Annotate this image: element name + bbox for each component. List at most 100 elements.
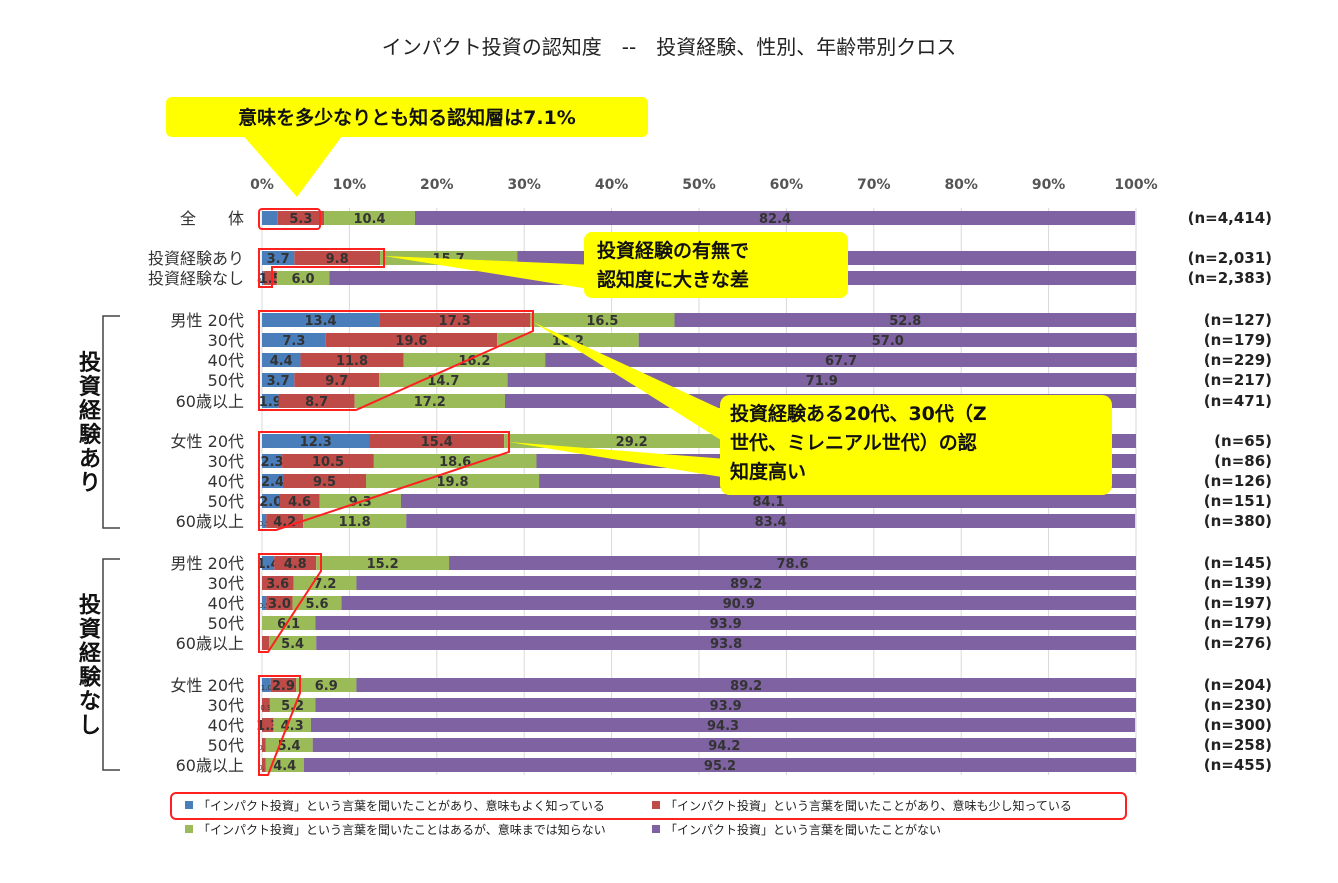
bar-segment [373, 454, 537, 468]
n-label: (n=230) [1204, 696, 1272, 714]
bar-segment [356, 576, 1137, 590]
x-tick-label: 90% [1032, 177, 1066, 193]
n-label: (n=455) [1204, 756, 1272, 774]
bar-value-label: 3.7 [267, 252, 290, 267]
bar-value-label: 67.7 [825, 354, 857, 369]
chart-title: インパクト投資の認知度 -- 投資経験、性別、年齢帯別クロス [382, 35, 956, 59]
bar-segment [262, 211, 278, 225]
n-label: (n=204) [1204, 676, 1272, 694]
bar-value-label: 78.6 [776, 557, 808, 572]
bar-segment [303, 514, 407, 528]
bar-value-label: 8.7 [305, 395, 328, 410]
bar-value-label: 0.2 [257, 277, 268, 285]
callout-pointer [509, 442, 740, 480]
bar-segment [293, 576, 357, 590]
bar-value-label: 1.5 [259, 272, 282, 287]
bar-value-label: 9.8 [326, 252, 349, 267]
bar-value-label: 6.9 [315, 679, 338, 694]
bar-segment [341, 596, 1136, 610]
n-label: (n=217) [1204, 371, 1272, 389]
legend-swatch [185, 825, 193, 833]
group-bracket [102, 315, 120, 529]
bar-segment [296, 678, 357, 692]
bar-value-label: 4.2 [273, 515, 296, 530]
bar-value-label: 29.2 [616, 435, 648, 450]
bar-value-label: 0.5 [259, 602, 270, 610]
sample-size-labels: (n=4,414) (n=2,031) (n=2,383) (n=127) (n=179… [1188, 209, 1272, 774]
bar-segment [369, 434, 505, 448]
n-label: (n=139) [1204, 574, 1272, 592]
bar-segment [262, 494, 280, 508]
n-label: (n=151) [1204, 492, 1272, 510]
bar-value-label: 16.2 [458, 354, 490, 369]
bar-value-label: 89.2 [730, 577, 762, 592]
bar-segment [273, 718, 311, 732]
bar-value-label: 93.8 [710, 637, 742, 652]
group-label-char: 資 [79, 374, 101, 400]
bar-value-label: 4.6 [288, 495, 311, 510]
bar-value-label: 14.7 [427, 374, 459, 389]
bar-value-label: 3.7 [267, 374, 290, 389]
bar-segment [262, 556, 275, 570]
x-tick-label: 100% [1114, 177, 1157, 193]
n-label: (n=197) [1204, 594, 1272, 612]
bar-segment [638, 333, 1137, 347]
bar-segment [262, 353, 301, 367]
row-label: 女性 20代 [171, 432, 244, 451]
bar-segment [312, 738, 1136, 752]
bar-value-label: 12.3 [300, 435, 332, 450]
bar-value-label: 2.3 [261, 455, 284, 470]
bar-value-label: 5.2 [281, 699, 304, 714]
row-label: 30代 [208, 696, 244, 715]
bar-segment [379, 313, 531, 327]
bar-value-label: 5.4 [281, 637, 304, 652]
bar-value-label: 16.5 [586, 314, 618, 329]
group-label-char: 資 [79, 617, 101, 643]
x-tick-label: 40% [595, 177, 629, 193]
bar-segment [262, 271, 264, 285]
bar-value-label: 0.4 [258, 764, 270, 772]
bar-segment [274, 556, 317, 570]
bar-value-label: 15.4 [421, 435, 453, 450]
bar-value-label: 0.9 [260, 704, 271, 712]
bar-segment [414, 211, 1136, 225]
legend: 「インパクト投資」という言葉を聞いたことがあり、意味もよく知っている 「インパクト… [170, 792, 1127, 837]
n-label: (n=4,414) [1188, 209, 1272, 227]
row-label: 40代 [208, 716, 244, 735]
bar-segment [282, 474, 367, 488]
group-label-char: あ [79, 447, 101, 472]
group-label-char: 経 [79, 398, 102, 424]
bar-segment [263, 271, 277, 285]
row-label: 投資経験あり [148, 249, 244, 268]
bar-segment [262, 576, 294, 590]
bar-segment [316, 556, 450, 570]
row-label: 50代 [208, 371, 244, 390]
bar-value-label: 1.9 [259, 395, 282, 410]
bar-segment [277, 211, 325, 225]
callout-young-text: 投資経験ある20代、30代（Z [730, 402, 987, 425]
bar-value-label: 90.9 [723, 597, 755, 612]
bar-segment [265, 758, 304, 772]
bar-segment [400, 494, 1136, 508]
bar-value-label: 89.2 [730, 679, 762, 694]
bar-segment [262, 394, 279, 408]
x-tick-label: 10% [333, 177, 367, 193]
n-label: (n=258) [1204, 736, 1272, 754]
bar-value-label: 10.4 [353, 212, 385, 227]
bar-segment [262, 596, 267, 610]
bar-value-label: 4.8 [284, 557, 307, 572]
row-label: 50代 [208, 614, 244, 633]
bar-value-label: 1.4 [257, 557, 280, 572]
bar-segment [294, 373, 380, 387]
bar-segment [262, 514, 267, 528]
bar-value-label: 6.0 [292, 272, 315, 287]
n-label: (n=179) [1204, 331, 1272, 349]
bar-value-label: 83.4 [755, 515, 787, 530]
x-tick-label: 70% [857, 177, 891, 193]
bar-value-label: 84.1 [752, 495, 784, 510]
x-tick-label: 80% [944, 177, 978, 193]
x-tick-label: 50% [682, 177, 716, 193]
bar-value-label: 9.7 [325, 374, 348, 389]
